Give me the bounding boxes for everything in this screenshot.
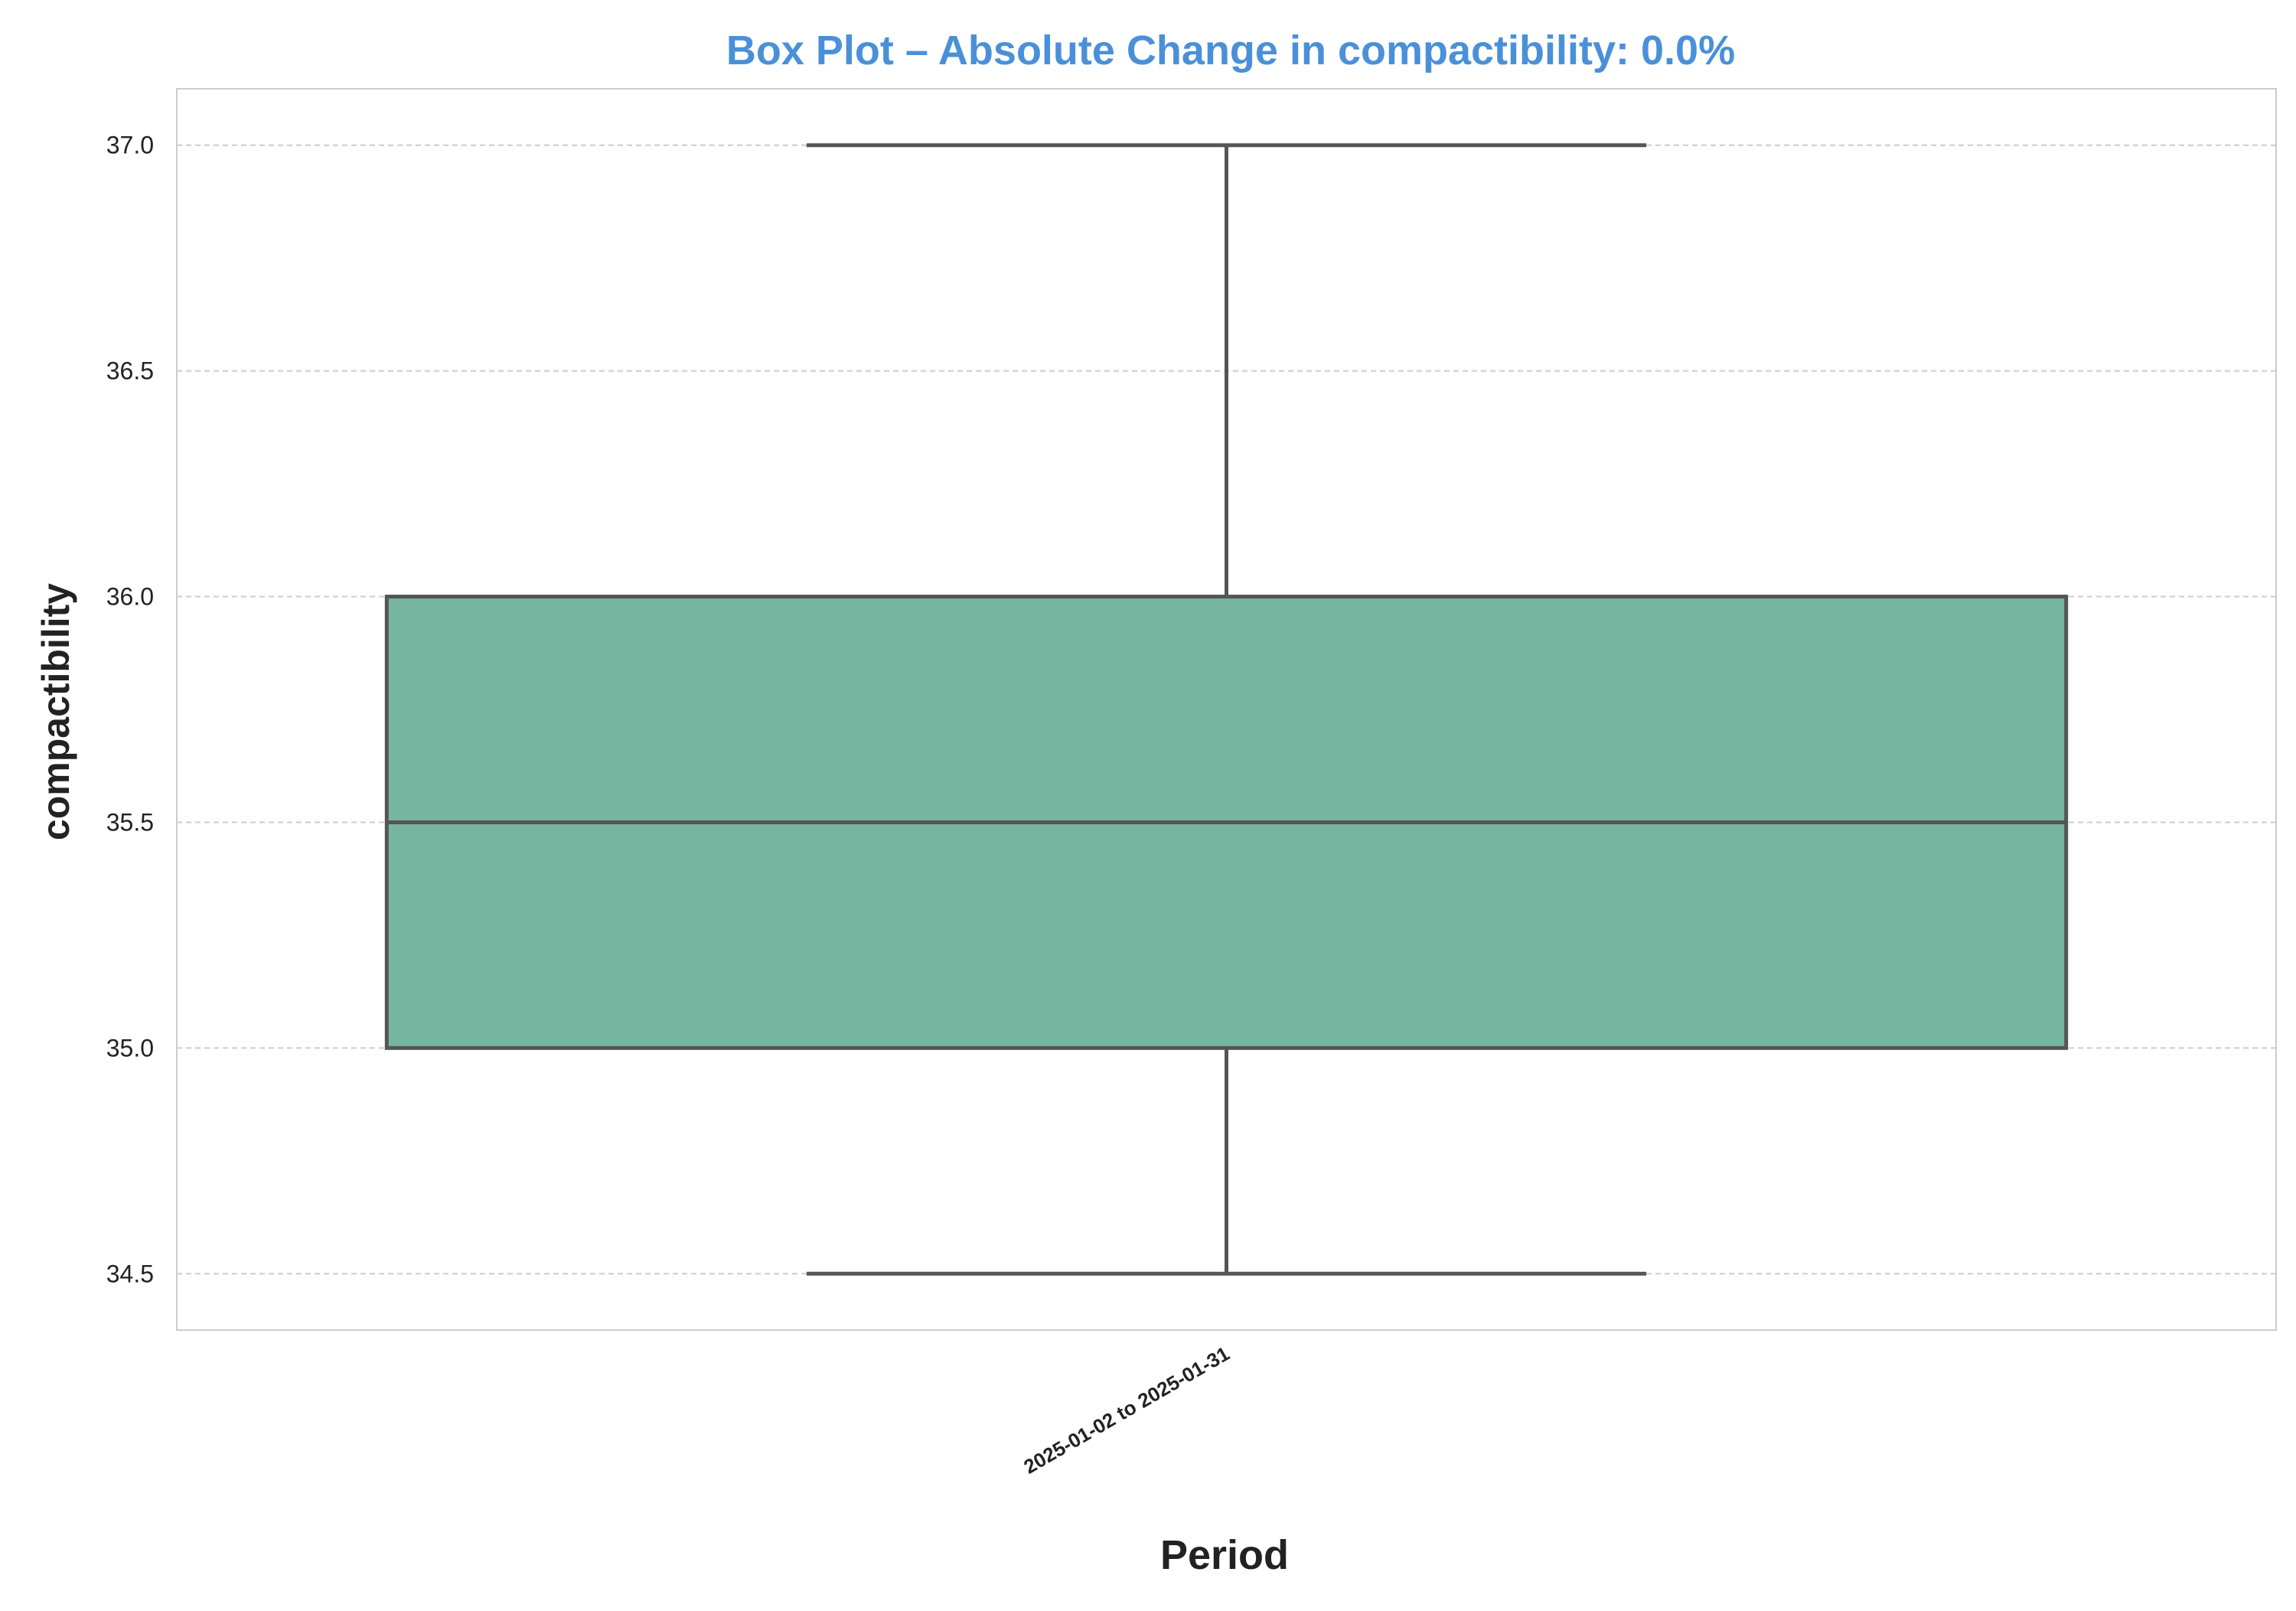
y-tick-label: 34.5 bbox=[106, 1260, 154, 1287]
y-tick-label: 37.0 bbox=[106, 132, 154, 159]
y-tick-label: 36.0 bbox=[106, 583, 154, 611]
x-axis-label: Period bbox=[1160, 1532, 1289, 1578]
boxes bbox=[384, 143, 2069, 1276]
y-axis-label: compactibility bbox=[34, 583, 77, 840]
y-tick-labels: 34.5 35.0 35.5 36.0 36.5 37.0 bbox=[106, 132, 154, 1288]
y-tick-label: 35.0 bbox=[106, 1034, 154, 1061]
y-tick-label: 35.5 bbox=[106, 808, 154, 836]
chart-title: Box Plot – Absolute Change in compactibi… bbox=[726, 28, 1735, 73]
plot-frame bbox=[176, 88, 2277, 1331]
y-tick-label: 36.5 bbox=[106, 357, 154, 385]
